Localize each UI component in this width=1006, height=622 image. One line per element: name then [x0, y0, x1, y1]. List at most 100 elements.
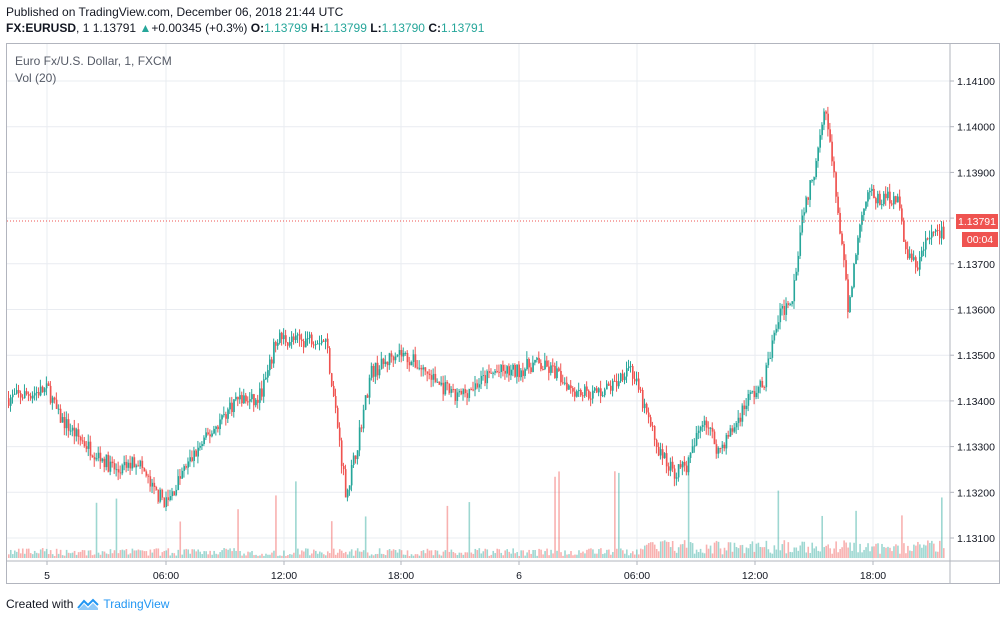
volume-bar	[416, 554, 419, 558]
volume-bar	[342, 553, 345, 558]
candle-body	[422, 367, 425, 370]
tradingview-brand[interactable]: TradingView	[103, 597, 170, 611]
candle-body	[386, 361, 389, 366]
candle-body	[319, 343, 321, 345]
high-label: H:	[310, 21, 324, 35]
volume-bar	[917, 541, 919, 558]
candle-body	[881, 204, 883, 206]
candle-body	[428, 373, 431, 376]
volume-bar	[909, 550, 911, 558]
candle-body	[542, 369, 544, 371]
candle-body	[849, 297, 851, 313]
candle-body	[534, 359, 536, 363]
candle-body	[408, 362, 411, 366]
volume-bar	[77, 552, 80, 558]
candle-body	[544, 360, 546, 370]
candle-body	[378, 369, 381, 376]
candle-body	[374, 362, 377, 377]
candle-body	[384, 361, 387, 365]
volume-bar	[663, 540, 666, 558]
volume-bar	[245, 555, 247, 558]
volume-bar	[107, 554, 110, 558]
volume-bar	[422, 550, 425, 558]
volume-bar	[785, 553, 788, 558]
volume-bar	[498, 549, 501, 558]
volume-bar	[871, 546, 873, 558]
chart-frame[interactable]	[6, 43, 1000, 584]
volume-bar	[612, 552, 614, 558]
candle-body	[701, 425, 704, 427]
candle-body	[729, 428, 732, 437]
volume-bar	[95, 502, 98, 558]
candle-body	[546, 360, 548, 367]
volume-bar	[661, 541, 664, 558]
volume-bar	[418, 555, 421, 558]
volume-bar	[257, 555, 259, 558]
candle-body	[183, 466, 186, 471]
candle-body	[11, 394, 14, 398]
volume-bar	[494, 553, 497, 558]
candle-body	[637, 378, 640, 390]
candle-body	[299, 334, 301, 340]
candle-body	[354, 455, 357, 460]
candle-body	[612, 380, 614, 391]
candle-body	[795, 271, 798, 281]
volume-bar	[781, 544, 784, 558]
volume-bar	[89, 550, 92, 558]
candle-body	[380, 358, 383, 370]
candle-body	[394, 356, 397, 361]
candle-body	[326, 338, 329, 349]
candle-body	[253, 394, 255, 406]
volume-bar	[61, 555, 64, 558]
candle-body	[430, 375, 433, 380]
time-axis: 5 06:00 12:00 18:00 6 06:00 12:00 18:00	[7, 560, 999, 582]
volume-bar	[474, 548, 477, 558]
candle-body	[723, 444, 726, 449]
candle-body	[476, 383, 479, 388]
candle-body	[586, 386, 588, 391]
volume-bar	[765, 540, 768, 558]
volume-bar	[845, 542, 847, 558]
volume-bar	[639, 548, 642, 558]
volume-bar	[43, 551, 46, 558]
volume-bar	[299, 554, 301, 558]
volume-bar	[837, 552, 839, 558]
candle-body	[785, 303, 788, 315]
volume-bar	[851, 550, 853, 558]
time-tick-label: 18:00	[860, 570, 886, 582]
candle-body	[480, 375, 483, 385]
volume-bar	[608, 549, 610, 558]
volume-bar	[829, 548, 831, 558]
volume-bar	[350, 549, 353, 558]
candle-body	[115, 469, 118, 471]
volume-bar	[293, 552, 295, 558]
candle-body	[265, 377, 267, 380]
volume-bar	[879, 553, 881, 558]
candle-body	[643, 403, 646, 409]
volume-bar	[821, 515, 823, 558]
candle-body	[303, 341, 305, 348]
candle-body	[532, 362, 534, 373]
candle-body	[671, 461, 674, 469]
candle-body	[598, 388, 600, 393]
series-title: Euro Fx/U.S. Dollar, 1, FXCM	[15, 54, 172, 68]
volume-bar	[57, 553, 60, 558]
volume-bar	[849, 542, 851, 558]
candle-body	[751, 391, 754, 393]
volume-bar	[237, 509, 239, 558]
candle-body	[179, 476, 182, 479]
candle-body	[645, 403, 648, 413]
candle-body	[141, 460, 144, 469]
volume-bar	[743, 553, 746, 558]
candle-body	[223, 414, 225, 416]
interval: 1	[82, 21, 90, 35]
volume-bar	[313, 549, 315, 558]
candle-body	[213, 428, 215, 434]
candle-body	[695, 433, 698, 446]
candle-body	[414, 354, 417, 368]
volume-bar	[673, 550, 676, 558]
candle-body	[249, 399, 251, 402]
candle-body	[289, 341, 291, 346]
volume-bar	[261, 553, 263, 558]
